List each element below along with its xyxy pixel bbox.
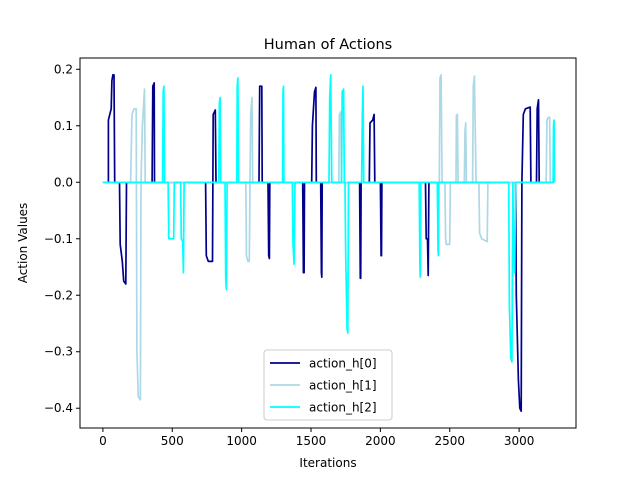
x-tick-label: 500 xyxy=(161,434,184,448)
y-axis-ticks: −0.4 −0.3 −0.2 −0.1 0.0 0.1 0.2 xyxy=(44,62,80,415)
x-tick-label: 2500 xyxy=(434,434,465,448)
series-line-action-h2 xyxy=(102,74,556,363)
x-axis-ticks: 0 500 1000 1500 2000 2500 3000 xyxy=(99,428,534,448)
y-tick-label: 0.2 xyxy=(54,62,73,76)
y-tick-label: −0.1 xyxy=(44,232,73,246)
x-tick-label: 3000 xyxy=(504,434,535,448)
x-tick-label: 1500 xyxy=(296,434,327,448)
series-layer xyxy=(102,74,556,412)
y-tick-label: −0.2 xyxy=(44,288,73,302)
x-tick-label: 2000 xyxy=(365,434,396,448)
x-axis-label: Iterations xyxy=(299,456,356,470)
legend-label-action-h2: action_h[2] xyxy=(309,401,377,415)
y-tick-label: 0.1 xyxy=(54,119,73,133)
y-axis-label: Action Values xyxy=(16,203,30,284)
x-tick-label: 1000 xyxy=(226,434,257,448)
legend-label-action-h0: action_h[0] xyxy=(309,357,377,371)
legend-box xyxy=(263,349,393,421)
y-tick-label: −0.4 xyxy=(44,401,73,415)
legend: action_h[0] action_h[1] action_h[2] xyxy=(263,349,393,421)
legend-label-action-h1: action_h[1] xyxy=(309,379,377,393)
plot-frame xyxy=(79,57,577,429)
chart-title: Human of Actions xyxy=(264,37,392,53)
x-tick-label: 0 xyxy=(99,434,107,448)
y-tick-label: −0.3 xyxy=(44,345,73,359)
y-tick-label: 0.0 xyxy=(54,175,73,189)
